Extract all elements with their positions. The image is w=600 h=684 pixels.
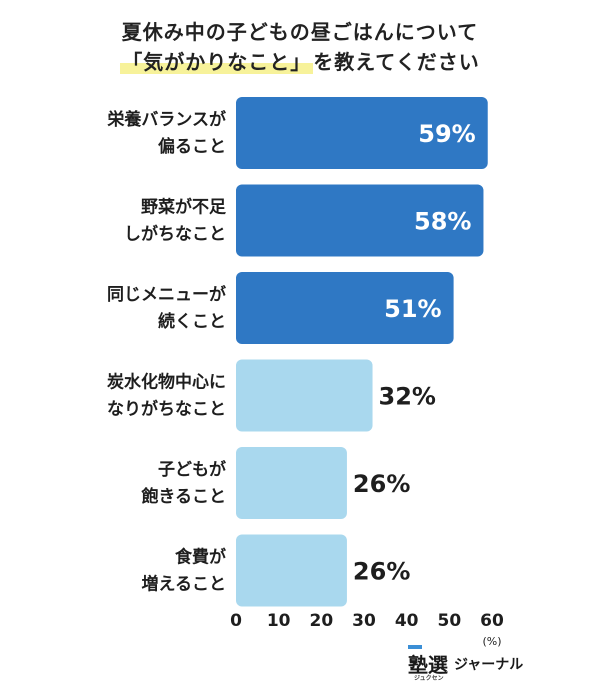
category-label-3-0: 炭水化物中心に: [107, 372, 226, 393]
bar-0: [236, 97, 488, 169]
value-label-3: 32%: [379, 383, 436, 411]
bar-3: [236, 359, 373, 432]
category-label-4-0: 子どもが: [158, 459, 226, 480]
title-rest: を教えてください: [313, 50, 480, 74]
x-tick-4: 40: [395, 611, 419, 631]
value-label-4: 26%: [353, 470, 410, 498]
category-label-2-1: 続くこと: [158, 311, 226, 332]
x-tick-3: 30: [352, 611, 376, 631]
value-label-1: 58%: [414, 208, 471, 236]
bar-1: [236, 184, 484, 257]
logo-mark-text: 塾選: [408, 653, 448, 677]
category-label-5-1: 増えること: [142, 574, 227, 595]
bar-5: [236, 534, 347, 607]
x-tick-6: 60: [480, 611, 504, 631]
logo-accent: [408, 645, 422, 649]
bar-4: [236, 447, 347, 519]
x-tick-0: 0: [230, 611, 242, 631]
logo-name: ジャーナル: [454, 657, 524, 673]
x-tick-1: 10: [267, 611, 291, 631]
category-label-0-0: 栄養バランスが: [106, 109, 226, 130]
chart-title-line1: 夏休み中の子どもの昼ごはんについて: [121, 20, 479, 44]
category-label-2-0: 同じメニューが: [107, 284, 226, 305]
value-label-5: 26%: [353, 558, 410, 586]
value-label-2: 51%: [384, 295, 441, 323]
category-label-5-0: 食費が: [175, 547, 226, 568]
value-label-0: 59%: [418, 120, 475, 148]
category-label-1-0: 野菜が不足: [141, 197, 226, 218]
category-label-3-1: なりがちなこと: [107, 399, 226, 420]
logo-mark: 塾選 ジュクセン: [408, 645, 448, 682]
category-label-4-1: 飽きること: [140, 486, 226, 507]
chart-title-line2: 「気がかりなこと」 を教えてください: [0, 46, 600, 75]
category-label-1-1: しがちなこと: [124, 224, 226, 245]
x-unit-label: (%): [482, 635, 501, 648]
category-label-0-1: 偏ること: [158, 136, 226, 157]
logo-ruby: ジュクセン: [414, 675, 444, 682]
x-tick-5: 50: [437, 611, 461, 631]
logo: 塾選 ジュクセン ジャーナル: [408, 645, 524, 682]
x-tick-2: 20: [309, 611, 333, 631]
title-highlight: 「気がかりなこと」: [120, 50, 314, 74]
bar-2: [236, 272, 454, 344]
